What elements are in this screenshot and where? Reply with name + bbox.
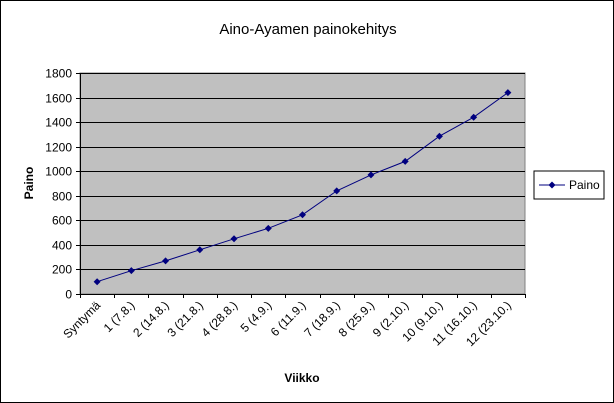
x-tick-label: 7 (18.9.) — [301, 298, 343, 340]
gridlines — [80, 73, 525, 270]
data-point — [333, 187, 341, 195]
plot-area — [79, 72, 526, 295]
y-tick-label: 200 — [52, 263, 72, 277]
legend-marker-swatch — [548, 181, 556, 189]
data-point — [230, 235, 238, 243]
y-tick-labels: 0 200 400 600 800 1000 1200 1400 1600 1800 — [45, 67, 72, 302]
y-tick-label: 600 — [52, 214, 72, 228]
y-tick-label: 1200 — [45, 141, 72, 155]
x-tick-label: 8 (25.9.) — [336, 298, 378, 340]
data-point — [299, 211, 306, 219]
data-point — [504, 89, 512, 97]
legend: Paino — [533, 170, 605, 200]
data-point — [367, 171, 375, 179]
y-axis-label: Paino — [22, 167, 36, 200]
y-tick-label: 0 — [65, 288, 72, 302]
y-tick-label: 1600 — [45, 92, 72, 106]
x-tick-label: 4 (28.8.) — [199, 298, 241, 340]
y-tick-label: 1800 — [45, 67, 72, 81]
data-point — [196, 246, 204, 254]
data-point — [93, 278, 101, 286]
y-tick-label: 1000 — [45, 165, 72, 179]
y-tick-label: 800 — [52, 190, 72, 204]
data-point — [401, 157, 409, 165]
x-tick-label: Syntymä — [60, 298, 103, 341]
y-tick-label: 400 — [52, 239, 72, 253]
x-tick-label: 2 (14.8.) — [130, 298, 172, 340]
x-tick-label: 6 (11.9.) — [268, 298, 309, 339]
x-axis-label: Viikko — [284, 371, 319, 385]
data-point — [435, 132, 443, 140]
data-point — [470, 113, 478, 121]
series-layer — [93, 89, 512, 286]
y-tick-label: 1400 — [45, 116, 72, 130]
axes — [76, 73, 526, 298]
data-point — [127, 267, 135, 275]
chart-title: Aino-Ayamen painokehitys — [219, 21, 396, 38]
data-point — [264, 224, 272, 232]
x-tick-label: 3 (21.8.) — [164, 298, 206, 340]
legend-entry-paino: Paino — [569, 178, 600, 192]
data-point — [162, 257, 170, 265]
